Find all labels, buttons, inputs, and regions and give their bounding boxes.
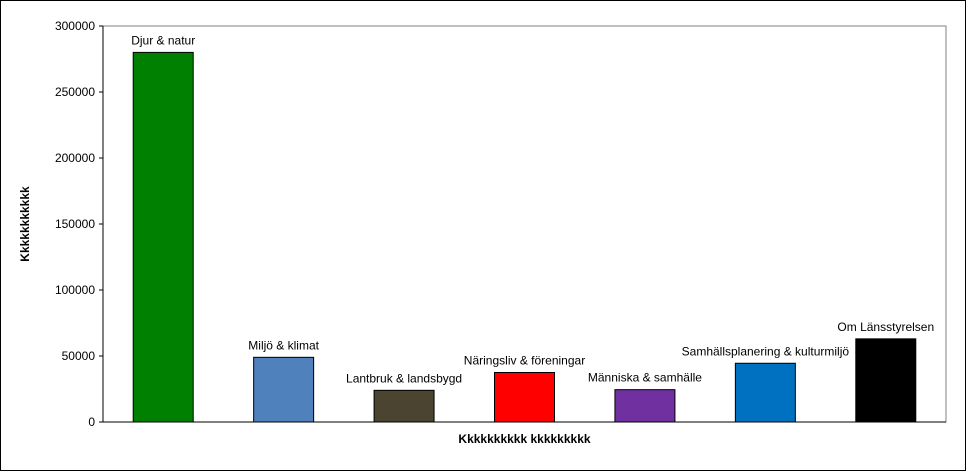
y-axis-title: Kkkkkkkkkkk [18,186,32,262]
bar-label: Människa & samhälle [588,371,702,385]
plot-area [102,25,947,423]
y-tick-label: 200000 [55,151,95,165]
bar [132,51,194,423]
bar [253,356,315,423]
bar-label: Djur & natur [131,33,195,47]
bars-group [132,51,917,423]
y-tick-label: 150000 [55,217,95,231]
y-tick-label: 50000 [62,349,96,363]
bar [855,338,917,423]
bar-label: Lantbruk & landsbygd [346,371,462,385]
y-tick-label: 100000 [55,283,95,297]
bar-label: Samhällsplanering & kulturmiljö [682,344,850,358]
bar [614,389,676,423]
y-tick-label: 250000 [55,85,95,99]
bar-label: Miljö & klimat [248,338,319,352]
y-tick-label: 300000 [55,19,95,33]
data-labels-group: Djur & natur Miljö & klimat Lantbruk & lan… [131,33,934,385]
x-axis-title: Kkkkkkkkkk kkkkkkkkk [458,432,590,446]
bar [494,372,555,423]
y-tick-label: 0 [88,415,95,429]
bar [734,362,796,423]
bar [373,389,435,423]
bar-label: Om Länsstyrelsen [837,320,934,334]
bar-label: Näringsliv & föreningar [464,354,585,368]
